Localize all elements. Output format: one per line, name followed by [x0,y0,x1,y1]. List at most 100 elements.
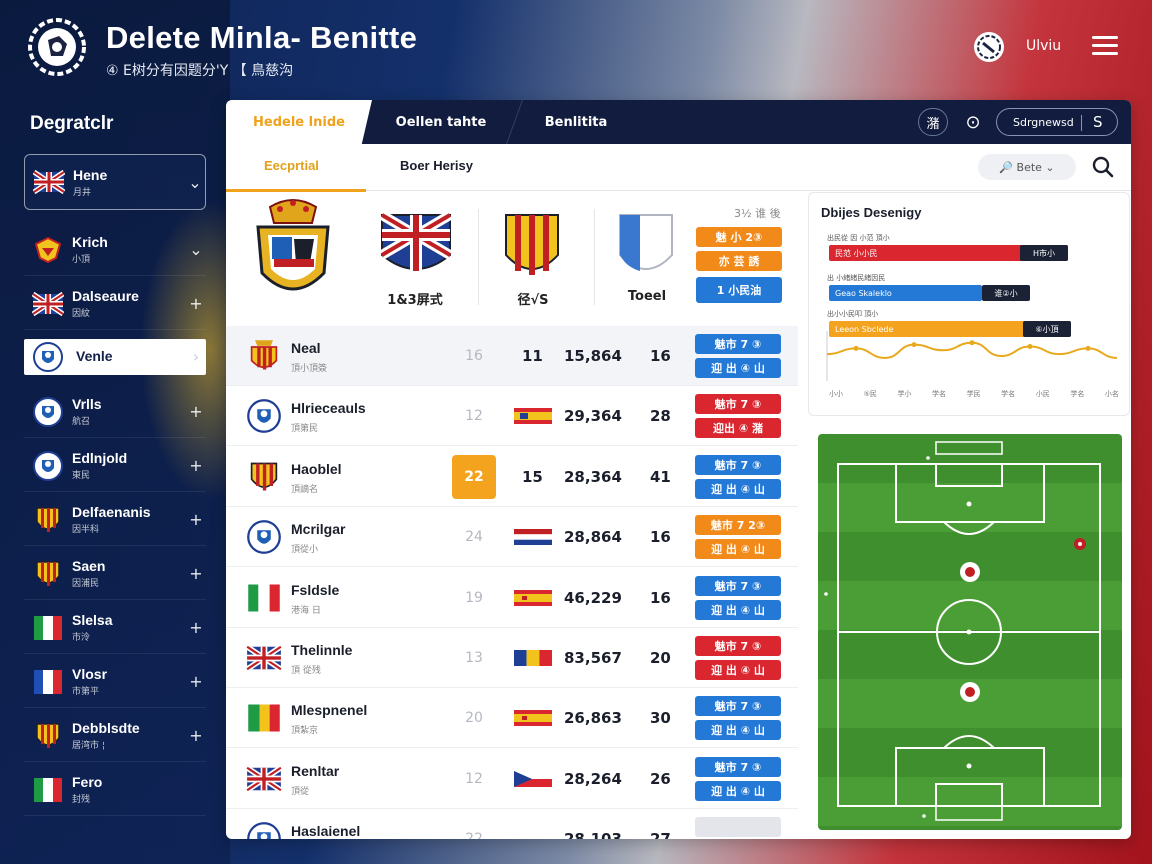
filter-select[interactable]: 🔎 Bete ⌄ [978,154,1076,180]
points-value: 26,863 [564,709,622,728]
tab-0[interactable]: Hedele lnide [226,100,372,144]
sidebar-item-5[interactable]: Edlnjold 東民 + [24,440,206,492]
points-value: 15,864 [564,347,622,365]
table-row[interactable]: Mcrilgar 頂從小 24 28,864 16 魅市 7 2③ 迎 出 ④ … [226,507,798,568]
country-flag-icon [514,710,552,727]
sidebar-item-4[interactable]: Vrlls 航召 + [24,386,206,438]
sidebar-item-text: Edlnjold 東民 [72,450,186,481]
action-pill[interactable]: 迎 出 ④ 山 [695,660,781,680]
goals-value: 30 [650,709,671,728]
trend-point [969,340,975,346]
tab-2[interactable]: Benlitita [544,114,608,130]
tab-1[interactable]: Oellen tahte [395,114,487,130]
team-name: Haoblel [291,460,342,477]
add-icon[interactable]: + [189,618,203,637]
team-crest-icon [246,338,282,374]
trend-point [911,342,917,348]
sidebar-item-label: Edlnjold [72,450,128,466]
blue-shield-icon [619,214,673,271]
menu-icon[interactable] [1092,36,1118,56]
season-select[interactable]: Sdrgnewsd S [996,108,1118,136]
stat-bar-tag: 谁②小 [982,285,1030,301]
sidebar-item-1[interactable]: Krich 小頂 ⌄ [24,224,206,276]
sidebar-item-sublabel: 因半科 [72,525,100,535]
add-icon[interactable]: + [189,456,203,475]
stat-bar[interactable]: Geao Skaleklo [829,285,982,301]
sidebar-item-label: Dalseaure [72,288,139,304]
add-icon[interactable]: + [189,294,203,313]
sidebar-item-11[interactable]: Fero 封残 [24,764,206,816]
chevron-icon[interactable]: › [192,347,200,366]
team-sublabel: 頂 從残 [291,666,321,676]
featured-pill-0[interactable]: 魅 小 2③ [696,227,782,247]
action-pill[interactable]: 魅市 7 ③ [695,334,781,354]
action-pill[interactable]: 魅市 7 ③ [695,394,781,415]
sidebar-item-7[interactable]: Saen 因浦民 + [24,548,206,600]
table-row[interactable]: Mlespnenel 頂紮京 20 26,863 30 魅市 7 ③ 迎 出 ④… [226,688,798,749]
select-end: S [1093,113,1103,131]
user-name[interactable]: Ulviu [1026,38,1062,54]
calendar-icon[interactable]: 潴 [918,108,948,136]
chevron-icon[interactable]: ⌄ [189,240,203,259]
stat-bar[interactable]: 民范 小小民 [829,245,1068,261]
table-row[interactable]: Neal 頂小頂簽 16 11 15,864 16 魅市 7 ③ 迎 出 ④ 山 [226,326,798,386]
action-pill[interactable]: 迎出 ④ 潴 [695,418,781,439]
sidebar-item-sublabel: 市泠 [72,633,91,643]
add-icon[interactable]: + [189,726,203,745]
table-row[interactable]: Haoblel 頂謫名 22 15 28,364 41 魅市 7 ③ 迎 出 ④… [226,447,798,507]
action-pill[interactable]: 迎 出 ④ 山 [695,539,781,560]
search-icon[interactable] [1092,156,1114,178]
sidebar-item-sublabel: 東民 [72,471,91,481]
ball-logo-icon [28,18,86,76]
sidebar-item-2[interactable]: Dalseaure 因紋 + [24,278,206,330]
table-row[interactable]: Haslaienel 22 28,103 27 [226,809,798,839]
stat-bar[interactable]: Leeon Sbclede [829,321,1071,337]
trend-line-chart [826,331,1118,381]
featured-label-1: 径√S [517,293,549,308]
chevron-icon[interactable]: ⌄ [188,172,202,192]
settings-icon[interactable]: ⊙ [965,111,981,133]
sidebar-item-label: Hene [73,166,108,183]
featured-label-2: Toeel [627,289,667,304]
goals-value: 16 [650,528,671,547]
action-pill[interactable]: 魅市 7 2③ [695,515,781,536]
featured-divider [594,209,595,305]
table-row[interactable]: Fsldsle 港海 日 19 46,229 16 魅市 7 ③ 迎 出 ④ 山 [226,568,798,628]
sidebar-item-9[interactable]: Vlosr 市第平 + [24,656,206,708]
team-badge-icon[interactable] [972,30,1006,64]
sidebar-item-8[interactable]: Slelsa 市泠 + [24,602,206,654]
table-row[interactable]: Thelinnle 頂 從残 13 83,567 20 魅市 7 ③ 迎 出 ④… [226,628,798,688]
featured-divider [478,209,479,305]
action-pill[interactable]: 魅市 7 ③ [695,756,781,777]
subtab-0[interactable]: Eecprtial [226,158,366,192]
featured-pill-1[interactable]: 亦 芸 誘 [696,251,782,271]
action-pill[interactable]: 魅市 7 ③ [695,696,781,717]
sidebar-item-sublabel: 航召 [72,417,91,427]
add-icon[interactable]: + [189,672,203,691]
action-pill[interactable]: 迎 出 ④ 山 [695,358,781,378]
add-icon[interactable]: + [189,564,203,583]
add-icon[interactable]: + [189,510,203,529]
action-pill[interactable]: 迎 出 ④ 山 [695,780,781,801]
stat-bar-tag: H市小 [1020,245,1068,261]
featured-pill-2[interactable]: 1 小民油 [696,277,782,303]
action-pill[interactable]: 迎 出 ④ 山 [695,599,781,620]
country-flag-icon [514,650,552,666]
sidebar-item-10[interactable]: Debblsdte 居湾市 ¦ + [24,710,206,762]
football-pitch[interactable] [818,434,1122,830]
stats-card: Dbijes Desenigy 出民從 因 小范 頂小 民范 小小民 H市小出 小緒… [808,192,1130,416]
table-row[interactable]: Renltar 頂從 12 28,264 26 魅市 7 ③ 迎 出 ④ 山 [226,749,798,809]
sidebar-item-6[interactable]: Delfaenanis 因半科 + [24,494,206,546]
sidebar-item-0[interactable]: Hene 月井 ⌄ [24,154,206,210]
table-row[interactable]: Hlrieceauls 頂第民 12 29,364 28 魅市 7 ③ 迎出 ④… [226,386,798,447]
action-pill[interactable]: 魅市 7 ③ [695,575,781,596]
action-pill[interactable]: 魅市 7 ③ [695,636,781,656]
action-pill[interactable]: 迎 出 ④ 山 [695,720,781,741]
subtab-1[interactable]: Boer Herisy [400,158,473,173]
sidebar-item-3[interactable]: Venle › [24,339,206,375]
action-pill[interactable]: 迎 出 ④ 山 [695,478,781,499]
action-pill[interactable] [695,817,781,838]
add-icon[interactable]: + [189,402,203,421]
action-pill[interactable]: 魅市 7 ③ [695,454,781,475]
axis-tick-label: ⑤民 [863,390,877,398]
